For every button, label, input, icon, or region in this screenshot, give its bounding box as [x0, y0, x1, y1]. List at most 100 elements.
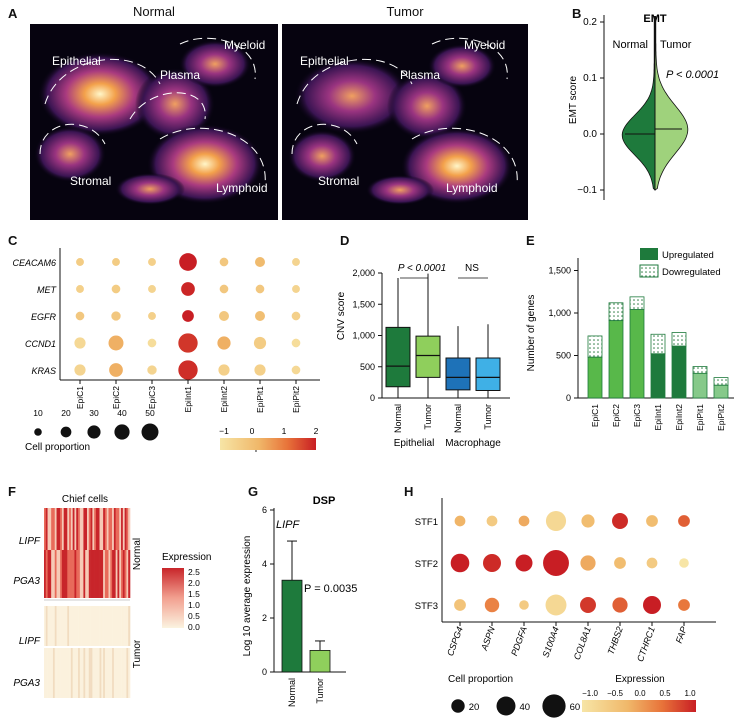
group-label: EpiPit2 — [291, 386, 301, 413]
cluster-label-stromal: Stromal — [318, 174, 360, 188]
gene-label: CEACAM6 — [12, 258, 56, 268]
x-tick-label: Tumor — [423, 404, 433, 430]
colorbar-tick: 0.5 — [188, 611, 200, 621]
gene-label: MET — [37, 285, 58, 295]
dot — [74, 364, 86, 376]
y-tick-label: 500 — [556, 351, 571, 361]
size-legend-dot — [87, 425, 101, 439]
violin-tumor — [654, 15, 689, 191]
y-tick-label: 1,000 — [352, 331, 375, 341]
group-label: EpiPit1 — [255, 386, 265, 413]
dot — [148, 312, 156, 320]
cluster-label-lymphoid: Lymphoid — [446, 181, 498, 195]
row-label-pga3-normal: PGA3 — [13, 576, 40, 587]
bar-up — [608, 320, 624, 399]
dot — [109, 363, 123, 377]
umap-normal-plot — [34, 37, 266, 205]
size-legend-dot — [34, 428, 42, 436]
sig-macrophage: NS — [465, 263, 479, 274]
gene-label: KRAS — [31, 366, 56, 376]
gene-label: FAP — [674, 625, 689, 644]
dot — [219, 257, 229, 267]
cluster-label-myeloid: Myeloid — [224, 38, 266, 52]
panel-label-a: A — [8, 6, 18, 21]
x-tick-label: EpiInt2 — [674, 404, 684, 431]
dot — [646, 515, 658, 527]
y-tick-label: 6 — [262, 505, 267, 515]
bar-down — [650, 333, 666, 355]
dot — [182, 310, 194, 322]
size-legend-dot — [451, 699, 465, 713]
dot — [217, 336, 231, 350]
row-label-pga3-tumor: PGA3 — [13, 678, 40, 689]
x-tick-label: EpiPit2 — [716, 404, 726, 431]
y-tick-label: 0 — [566, 393, 571, 403]
panel-label-g: G — [248, 484, 259, 499]
size-legend-dot — [60, 426, 72, 438]
dot — [291, 338, 301, 348]
gene-label: CCND1 — [25, 339, 56, 349]
dot — [147, 365, 157, 375]
gene-label: ASPN — [479, 625, 497, 653]
dot — [581, 514, 595, 528]
x-tick-label: EpiC3 — [632, 404, 642, 427]
y-tick-label: 1,000 — [548, 308, 571, 318]
y-axis-label: Log 10 average expression — [242, 536, 253, 657]
dot — [646, 557, 658, 569]
dot — [580, 597, 596, 613]
dot — [178, 360, 198, 380]
x-tick-label: EpiInt1 — [653, 404, 663, 431]
bar-up — [587, 356, 603, 399]
group-label: EpiC3 — [147, 386, 157, 409]
y-tick-label: 1,500 — [548, 266, 571, 276]
x-tick-label: Normal — [453, 404, 463, 433]
dot — [76, 258, 84, 266]
bar-down — [692, 366, 708, 374]
dot — [253, 336, 267, 350]
legend-normal: Normal — [613, 39, 648, 51]
bar-up — [713, 384, 729, 399]
y-tick-label: 0.0 — [583, 129, 597, 140]
dot — [612, 597, 628, 613]
dot — [292, 258, 300, 266]
expr-legend-title: Expression — [615, 674, 664, 685]
bar-down — [629, 296, 645, 310]
cluster-label-plasma: Plasma — [400, 68, 441, 82]
colorbar-tick: −0.5 — [607, 689, 623, 698]
dot — [148, 285, 156, 293]
expr-colorbar-c: −1 0 1 2 — [219, 426, 319, 450]
size-legend-dot — [114, 424, 130, 440]
dot — [454, 599, 466, 611]
dot — [179, 253, 197, 271]
x-tick-label: Tumor — [483, 404, 493, 430]
colorbar-tick: 0.0 — [188, 622, 200, 632]
dot — [111, 311, 121, 321]
violin-chart-emt: EMT EMT score 0.20.10.0−0.1 Normal Tumor… — [568, 13, 719, 200]
dot — [181, 282, 195, 296]
bar-down — [587, 335, 603, 358]
cluster-label-stromal: Stromal — [70, 174, 112, 188]
dot — [454, 515, 466, 527]
colorbar-tick: 2.5 — [188, 567, 200, 577]
cluster-label-epithelial: Epithelial — [52, 54, 101, 68]
dot — [545, 510, 567, 532]
cluster-label-lymphoid: Lymphoid — [216, 181, 268, 195]
colorbar-tick: 2.0 — [188, 578, 200, 588]
y-tick-label: 1,500 — [352, 299, 375, 309]
size-legend-label: 30 — [89, 408, 99, 418]
y-axis-label: Number of genes — [526, 295, 537, 372]
size-legend-dot — [496, 696, 516, 716]
bar-up — [692, 372, 708, 399]
size-legend-label: 40 — [519, 702, 530, 713]
expr-colorbar-f — [162, 568, 184, 628]
umap-tumor-plot — [288, 37, 518, 205]
dot — [543, 550, 569, 576]
dot — [580, 555, 596, 571]
size-legend-title: Cell proportion — [25, 442, 90, 453]
dot — [108, 335, 124, 351]
group-label: EpiC1 — [75, 386, 85, 409]
heatmap-title: Chief cells — [62, 494, 108, 505]
legend-title: Expression — [162, 552, 211, 563]
umap-tumor-title: Tumor — [386, 4, 424, 19]
dot — [518, 515, 530, 527]
